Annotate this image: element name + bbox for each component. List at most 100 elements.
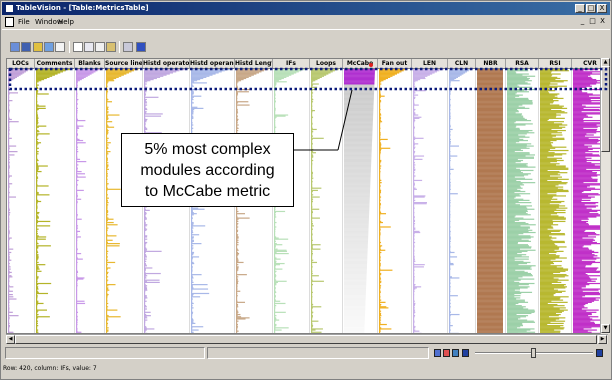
horizontal-scroll-thumb[interactable] <box>15 335 597 344</box>
metric-bar <box>507 297 521 299</box>
metric-bar <box>573 143 601 145</box>
table-icon[interactable] <box>55 42 65 52</box>
metric-bar <box>477 255 503 257</box>
document-menu-icon[interactable] <box>5 17 14 27</box>
metric-bar <box>477 303 503 306</box>
metric-bar <box>36 108 39 111</box>
metric-bar <box>344 76 375 78</box>
close-button[interactable]: X <box>597 4 607 13</box>
minimize-button[interactable]: _ <box>575 4 585 13</box>
metric-bar <box>344 225 369 227</box>
metric-bar <box>274 249 287 251</box>
metric-bar <box>106 76 119 78</box>
properties-icon[interactable] <box>44 42 54 52</box>
metric-bar <box>507 268 532 270</box>
metric-bar <box>379 77 388 80</box>
column-header[interactable]: Histd operators <box>143 59 190 69</box>
metric-bar <box>477 78 503 81</box>
metric-bar <box>477 269 503 271</box>
copy-icon[interactable] <box>95 42 105 52</box>
metric-bar <box>344 329 365 331</box>
open-icon[interactable] <box>33 42 43 52</box>
cut-icon[interactable] <box>84 42 94 52</box>
metric-bar <box>344 260 368 262</box>
metric-bar <box>573 178 598 180</box>
save-icon[interactable] <box>21 42 31 52</box>
metric-bar <box>507 217 524 219</box>
column-header[interactable]: Histd Length <box>235 59 273 69</box>
metric-bar <box>344 215 370 217</box>
metric-bar <box>36 170 42 173</box>
metric-bar <box>573 196 595 198</box>
title-bar[interactable]: TableVision - [Table:MetricsTable] _ □ X <box>2 2 610 15</box>
maximize-button[interactable]: □ <box>586 4 596 13</box>
scroll-down-arrow-icon[interactable]: ▼ <box>601 324 610 333</box>
zoom-slider-handle[interactable] <box>531 348 536 358</box>
mdi-restore-button[interactable]: □ <box>589 17 596 25</box>
column-header[interactable]: Comments <box>35 59 75 69</box>
column-header[interactable]: LOCs <box>7 59 35 69</box>
metric-bar <box>507 209 528 211</box>
column-header[interactable]: RSI <box>539 59 572 69</box>
zoom-out-icon[interactable] <box>462 349 469 357</box>
metric-bar <box>507 72 517 74</box>
column-header[interactable]: RSA <box>506 59 539 69</box>
document-icon[interactable] <box>73 42 83 52</box>
vertical-scrollbar[interactable]: ▲ ▼ <box>600 58 610 334</box>
metric-bar <box>477 73 503 75</box>
metric-bar <box>477 298 503 300</box>
horizontal-scrollbar[interactable]: ◀ ▶ <box>6 334 608 344</box>
metric-bar <box>106 74 124 76</box>
print-icon[interactable] <box>123 42 133 52</box>
column-header[interactable]: NBR <box>476 59 506 69</box>
column-header[interactable]: Histd operands <box>190 59 235 69</box>
column-header[interactable]: Fan out <box>378 59 412 69</box>
metric-bar <box>477 137 503 139</box>
zoom-in-icon[interactable] <box>596 349 603 357</box>
metrics-table[interactable]: LOCs Comments Blanks Source lines Histd oper… <box>6 58 608 334</box>
metric-bar <box>106 111 109 113</box>
metric-bar <box>507 143 532 145</box>
paste-icon[interactable] <box>106 42 116 52</box>
metric-bar <box>344 282 367 285</box>
new-icon[interactable] <box>10 42 20 52</box>
metric-bar <box>507 137 520 139</box>
column-header[interactable]: LEN <box>412 59 448 69</box>
scroll-right-arrow-icon[interactable]: ▶ <box>598 335 607 344</box>
metric-bar <box>507 82 528 84</box>
column-header[interactable]: Loops <box>310 59 343 69</box>
column-header[interactable]: CLN <box>448 59 476 69</box>
table-visualization[interactable] <box>7 69 601 334</box>
column-header[interactable]: Blanks <box>75 59 105 69</box>
scroll-left-arrow-icon[interactable]: ◀ <box>6 335 15 344</box>
column-header[interactable]: Source lines <box>105 59 143 69</box>
view-icon[interactable] <box>434 349 441 357</box>
column-header[interactable]: McCabe <box>343 59 378 69</box>
metric-baseline <box>379 69 381 333</box>
info-icon[interactable] <box>136 42 146 52</box>
column-header[interactable]: CVR <box>572 59 607 69</box>
metric-bar <box>344 265 367 267</box>
metric-bar <box>540 250 564 252</box>
metric-bar <box>540 126 566 128</box>
column-header[interactable]: IFs <box>273 59 310 69</box>
menu-file[interactable]: File <box>18 18 30 26</box>
mdi-close-button[interactable]: X <box>600 17 605 25</box>
menu-help[interactable]: Help <box>58 18 74 26</box>
metric-bar <box>344 152 372 154</box>
mdi-minimize-button[interactable]: _ <box>580 17 585 25</box>
menu-window[interactable]: Window <box>35 18 63 26</box>
vertical-scroll-thumb[interactable] <box>601 66 610 152</box>
metric-bar <box>191 111 194 113</box>
metric-bar <box>573 93 593 95</box>
metric-bar <box>344 168 371 170</box>
metric-bar <box>507 291 533 293</box>
metric-bar <box>573 139 601 142</box>
metric-bar <box>507 308 529 310</box>
metric-bar <box>76 179 79 182</box>
metric-bar <box>573 137 589 139</box>
layout-icon[interactable] <box>452 349 459 357</box>
metric-bar <box>507 296 515 298</box>
metric-bar <box>144 295 147 297</box>
colour-icon[interactable] <box>443 349 450 357</box>
